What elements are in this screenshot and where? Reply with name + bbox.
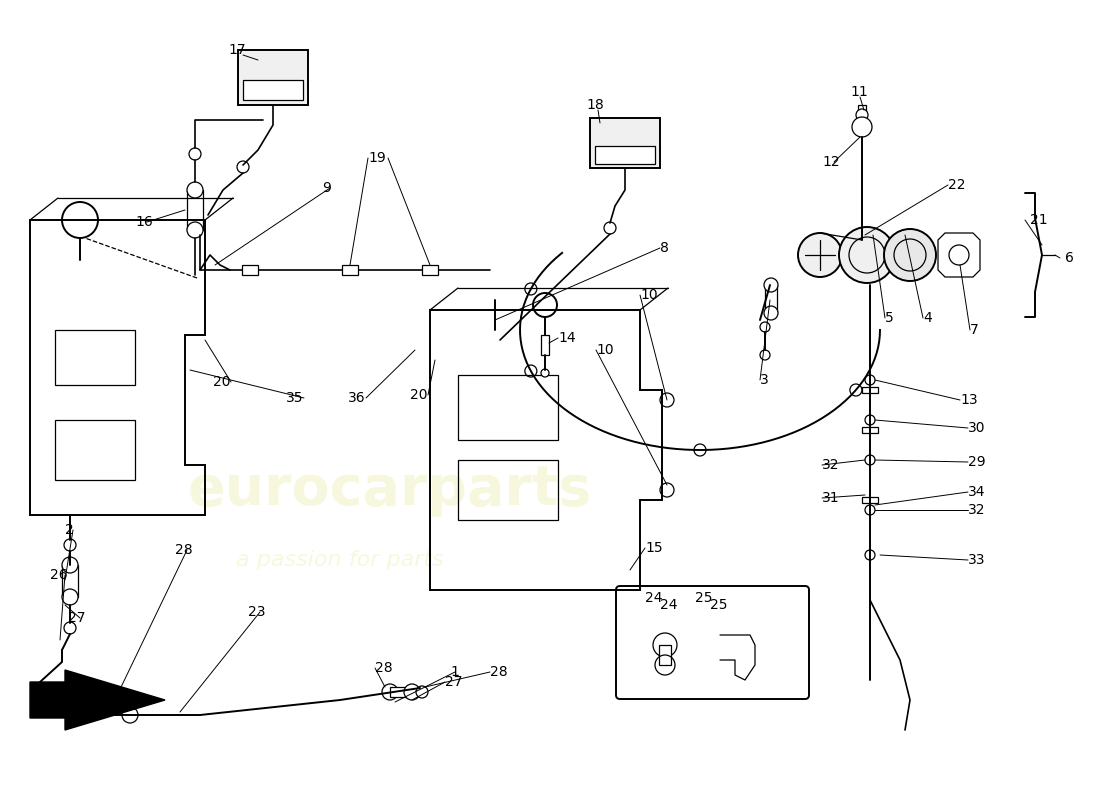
Text: 36: 36: [348, 391, 365, 405]
Text: 32: 32: [822, 458, 839, 472]
Polygon shape: [342, 265, 358, 275]
Bar: [595, 146, 654, 164]
Text: 10: 10: [596, 343, 614, 357]
Text: 25: 25: [695, 591, 713, 605]
Circle shape: [382, 684, 398, 700]
Bar: [862, 427, 878, 433]
Bar: [858, 105, 866, 111]
Circle shape: [541, 369, 549, 377]
Text: 33: 33: [968, 553, 986, 567]
Text: 19: 19: [368, 151, 386, 165]
Text: 23: 23: [248, 605, 265, 619]
Bar: [590, 118, 660, 168]
Circle shape: [534, 293, 557, 317]
Text: 20: 20: [213, 375, 231, 389]
Bar: [862, 497, 878, 503]
Bar: [862, 387, 878, 393]
Text: 30: 30: [968, 421, 986, 435]
Circle shape: [764, 306, 778, 320]
Text: a passion for parts: a passion for parts: [236, 550, 444, 570]
Text: 34: 34: [968, 485, 986, 499]
Circle shape: [187, 222, 204, 238]
Text: 21: 21: [1030, 213, 1047, 227]
Polygon shape: [422, 265, 438, 275]
Bar: [55, 420, 135, 480]
Text: 29: 29: [968, 455, 986, 469]
Polygon shape: [30, 670, 165, 730]
Circle shape: [798, 233, 842, 277]
Text: 2: 2: [65, 523, 74, 537]
Text: 31: 31: [822, 491, 839, 505]
Text: 14: 14: [558, 331, 575, 345]
Circle shape: [404, 684, 420, 700]
Text: 12: 12: [822, 155, 839, 169]
Circle shape: [884, 229, 936, 281]
Text: 20: 20: [410, 388, 428, 402]
Text: 28: 28: [175, 543, 192, 557]
Text: 17: 17: [228, 43, 245, 57]
Text: 15: 15: [645, 541, 662, 555]
Text: eurocarparts: eurocarparts: [188, 463, 592, 517]
Polygon shape: [242, 265, 258, 275]
Bar: [458, 375, 558, 440]
Circle shape: [62, 557, 78, 573]
Bar: [458, 460, 558, 520]
Circle shape: [62, 589, 78, 605]
Bar: [55, 330, 135, 385]
Text: 18: 18: [586, 98, 604, 112]
Text: 10: 10: [640, 288, 658, 302]
Text: 8: 8: [660, 241, 669, 255]
Bar: [62, 565, 78, 597]
Bar: [390, 687, 412, 697]
FancyBboxPatch shape: [616, 586, 808, 699]
Text: 24: 24: [645, 591, 662, 605]
Bar: [659, 645, 671, 665]
Text: 3: 3: [760, 373, 769, 387]
Circle shape: [187, 182, 204, 198]
Text: 27: 27: [68, 611, 86, 625]
Circle shape: [839, 227, 895, 283]
Text: 9: 9: [322, 181, 331, 195]
Text: 24: 24: [660, 598, 678, 612]
Circle shape: [852, 117, 872, 137]
Bar: [243, 80, 302, 100]
Text: 26: 26: [50, 568, 67, 582]
Circle shape: [764, 278, 778, 292]
Text: 4: 4: [923, 311, 932, 325]
Text: 35: 35: [286, 391, 304, 405]
Text: 32: 32: [968, 503, 986, 517]
Bar: [187, 190, 204, 230]
Bar: [541, 335, 549, 355]
Text: 11: 11: [850, 85, 868, 99]
Circle shape: [856, 109, 868, 121]
Circle shape: [416, 686, 428, 698]
Text: 13: 13: [960, 393, 978, 407]
Text: 6: 6: [1065, 251, 1074, 265]
Text: 16: 16: [135, 215, 153, 229]
Text: 7: 7: [970, 323, 979, 337]
Bar: [764, 285, 777, 313]
Text: 22: 22: [948, 178, 966, 192]
Text: 5: 5: [886, 311, 893, 325]
Text: 28: 28: [375, 661, 393, 675]
Text: 25: 25: [710, 598, 727, 612]
Bar: [238, 50, 308, 105]
Text: 1: 1: [451, 665, 460, 679]
Text: 28: 28: [490, 665, 507, 679]
Text: 27: 27: [446, 675, 462, 689]
